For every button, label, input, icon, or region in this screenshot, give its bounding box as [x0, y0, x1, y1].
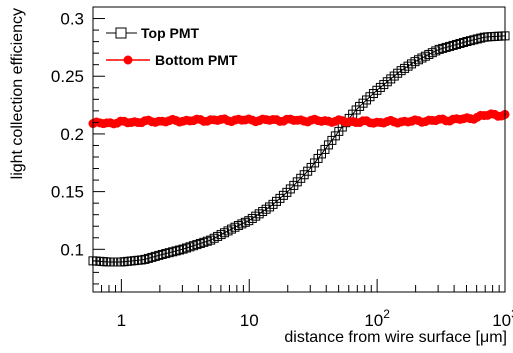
data-point-top-pmt — [389, 71, 399, 81]
data-point-top-pmt — [393, 68, 403, 78]
data-point-top-pmt — [247, 213, 257, 223]
data-point-top-pmt — [448, 40, 458, 50]
data-point-top-pmt — [185, 242, 195, 252]
data-point-top-pmt — [379, 80, 389, 90]
data-point-top-pmt — [154, 250, 164, 260]
plot-area — [88, 31, 510, 267]
data-point-top-pmt — [143, 253, 153, 263]
data-point-top-pmt — [140, 254, 150, 264]
data-point-top-pmt — [157, 249, 167, 259]
data-point-top-pmt — [472, 34, 482, 44]
data-point-top-pmt — [320, 144, 330, 154]
data-point-top-pmt — [382, 77, 392, 87]
legend-label-top-pmt: Top PMT — [141, 25, 200, 41]
x-tick-label: 1 — [117, 311, 126, 330]
data-point-top-pmt — [427, 48, 437, 58]
x-axis-title: distance from wire surface [μm] — [284, 329, 507, 346]
data-point-top-pmt — [445, 41, 455, 51]
data-point-top-pmt — [323, 140, 333, 150]
data-point-top-pmt — [258, 207, 268, 217]
data-point-top-pmt — [358, 98, 368, 108]
data-point-top-pmt — [268, 199, 278, 209]
data-point-top-pmt — [230, 222, 240, 232]
legend-marker-top-pmt — [115, 27, 127, 39]
data-point-top-pmt — [327, 135, 337, 145]
data-point-top-pmt — [438, 43, 448, 53]
data-point-top-pmt — [254, 209, 264, 219]
data-point-top-pmt — [171, 246, 181, 256]
data-point-top-pmt — [368, 89, 378, 99]
data-point-top-pmt — [458, 37, 468, 47]
y-tick-label: 0.15 — [51, 183, 84, 202]
data-point-top-pmt — [278, 190, 288, 200]
x-axis: 1 10 102 103 — [92, 279, 513, 330]
data-point-top-pmt — [441, 42, 451, 52]
data-point-top-pmt — [136, 255, 146, 265]
data-point-top-pmt — [261, 204, 271, 214]
data-point-top-pmt — [465, 36, 475, 46]
data-point-top-pmt — [275, 193, 285, 203]
legend: Top PMT Bottom PMT — [106, 25, 238, 68]
data-point-top-pmt — [462, 37, 472, 47]
data-point-top-pmt — [199, 237, 209, 247]
y-tick-label: 0.2 — [60, 125, 84, 144]
data-point-top-pmt — [181, 243, 191, 253]
data-point-top-pmt — [469, 35, 479, 45]
data-point-top-pmt — [452, 39, 462, 49]
data-point-top-pmt — [150, 251, 160, 261]
y-axis: 0.1 0.15 0.2 0.25 0.3 — [51, 10, 105, 285]
data-point-top-pmt — [251, 211, 261, 221]
y-axis-title: light collection efficiency — [9, 8, 26, 179]
data-point-top-pmt — [372, 85, 382, 95]
data-point-top-pmt — [192, 240, 202, 250]
data-point-top-pmt — [188, 241, 198, 251]
y-tick-label: 0.1 — [60, 240, 84, 259]
data-point-top-pmt — [147, 252, 157, 262]
data-point-top-pmt — [386, 74, 396, 84]
y-tick-label: 0.25 — [51, 67, 84, 86]
series-line-top-pmt — [92, 35, 506, 263]
data-point-top-pmt — [362, 95, 372, 105]
data-point-top-pmt — [455, 38, 465, 48]
data-point-top-pmt — [375, 82, 385, 92]
data-point-top-pmt — [202, 236, 212, 246]
x-tick-label: 10 — [240, 311, 259, 330]
data-point-top-pmt — [233, 221, 243, 231]
data-point-top-pmt — [168, 247, 178, 257]
data-point-top-pmt — [365, 92, 375, 102]
x-tick-label: 102 — [364, 307, 390, 330]
legend-marker-bottom-pmt — [123, 55, 133, 65]
data-point-top-pmt — [237, 219, 247, 229]
data-point-top-pmt — [355, 101, 365, 111]
data-point-top-pmt — [244, 216, 254, 226]
data-point-top-pmt — [164, 248, 174, 258]
data-point-top-pmt — [272, 196, 281, 206]
data-point-top-pmt — [265, 202, 275, 212]
legend-label-bottom-pmt: Bottom PMT — [155, 52, 238, 68]
x-tick-label: 103 — [492, 307, 513, 330]
data-point-top-pmt — [476, 33, 486, 43]
data-point-top-pmt — [175, 245, 185, 255]
plot-frame — [92, 6, 506, 293]
data-point-top-pmt — [282, 187, 292, 197]
y-tick-label: 0.3 — [60, 10, 84, 29]
data-point-top-pmt — [195, 238, 205, 248]
data-point-top-pmt — [161, 249, 171, 259]
data-point-top-pmt — [431, 46, 441, 56]
data-point-top-pmt — [178, 244, 188, 254]
data-point-top-pmt — [434, 44, 444, 54]
